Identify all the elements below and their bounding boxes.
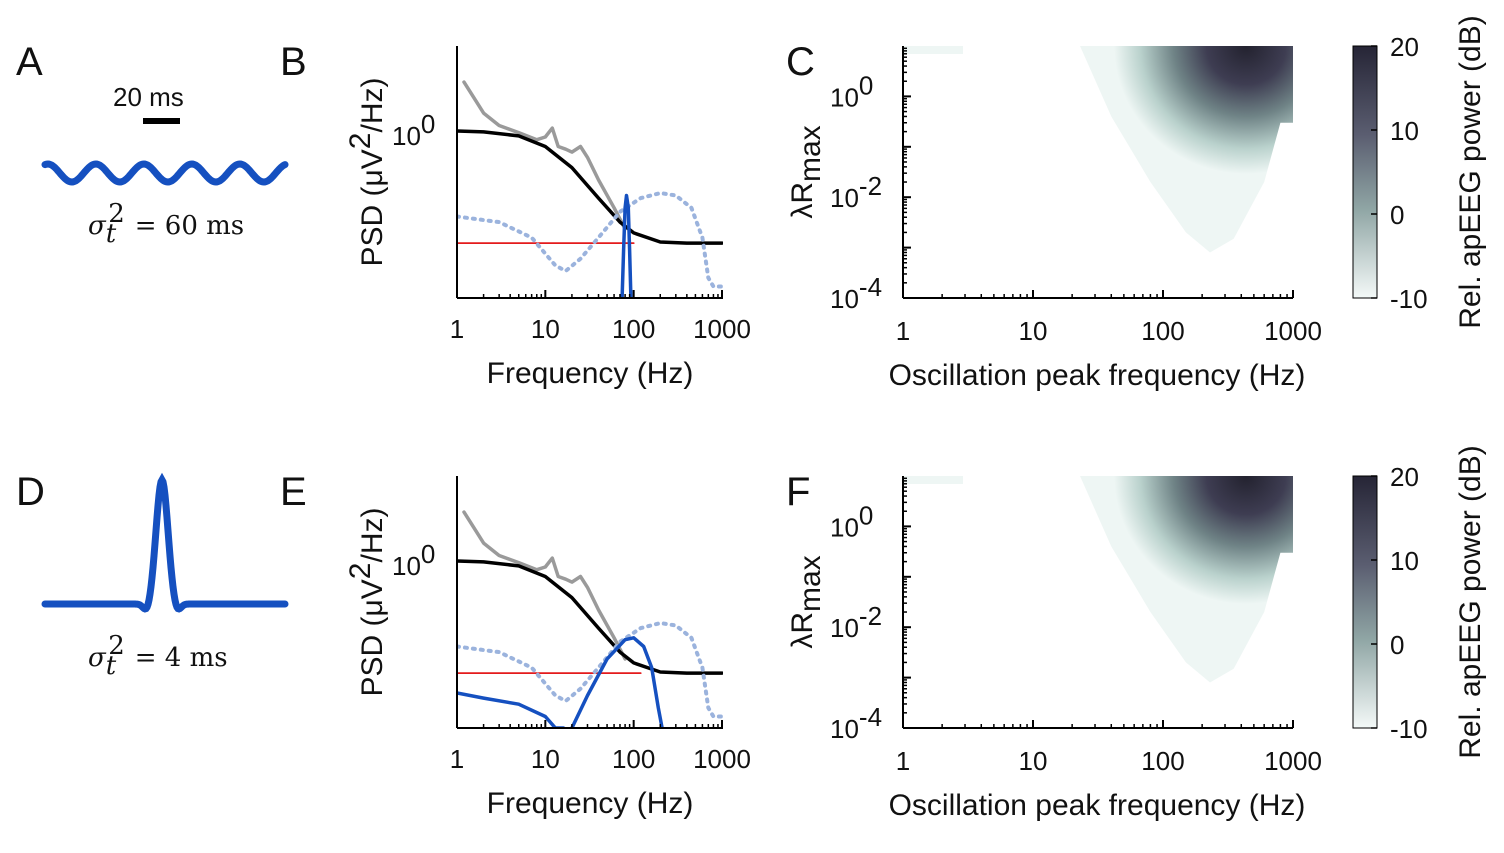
y-axis-label: λRmax	[786, 125, 827, 218]
panel-a: 20 ms σt2 = 60 ms	[41, 82, 289, 249]
colorbar-label: Rel. apEEG power (dB)	[1454, 15, 1487, 328]
series-line-light-blue-dotted	[457, 191, 723, 289]
sigma-label-d: σt2 = 4 ms	[88, 631, 228, 681]
y-tick-label: 100	[392, 109, 435, 151]
panel-label-d: D	[16, 470, 45, 514]
colorbar-tick-label: 10	[1390, 546, 1419, 576]
series-line-black	[457, 129, 723, 245]
x-tick-label: 100	[612, 744, 655, 774]
x-tick-label: 10	[1019, 316, 1048, 346]
panel-label-b: B	[280, 40, 307, 84]
y-tick-label: 10-4	[830, 702, 882, 744]
x-tick-label: 1	[450, 314, 464, 344]
colorbar-tick-label: -10	[1390, 284, 1428, 314]
panel-label-e: E	[280, 470, 307, 514]
x-axis-label: Oscillation peak frequency (Hz)	[889, 789, 1306, 822]
y-tick-label: 100	[392, 539, 435, 581]
x-tick-label: 100	[612, 314, 655, 344]
x-tick-label: 10	[1019, 746, 1048, 776]
panel-d: σt2 = 4 ms	[41, 472, 289, 681]
series-line-gray	[462, 510, 627, 661]
colorbar-tick-label: 20	[1390, 32, 1419, 62]
colorbar	[1352, 45, 1378, 299]
oscillation-waveform	[41, 160, 289, 186]
y-axis-label: PSD (μV2/Hz)	[344, 508, 389, 697]
series-line-light-blue-dotted	[457, 621, 723, 719]
heat-region	[1080, 46, 1293, 253]
panel-label-c: C	[786, 40, 815, 84]
x-tick-label: 1	[450, 744, 464, 774]
series-line-gray	[462, 80, 627, 231]
colorbar-tick-label: 0	[1390, 630, 1404, 660]
panel-label-f: F	[786, 470, 810, 514]
x-tick-label: 1	[896, 746, 910, 776]
scale-bar-label: 20 ms	[113, 82, 184, 112]
y-tick-label: 10-2	[830, 171, 882, 213]
colorbar-tick-label: -10	[1390, 714, 1428, 744]
y-tick-label: 10-2	[830, 601, 882, 643]
y-tick-label: 100	[830, 500, 873, 542]
x-tick-label: 10	[531, 744, 560, 774]
x-axis-label: Frequency (Hz)	[487, 787, 694, 820]
panel-label-a: A	[16, 40, 43, 84]
x-tick-label: 100	[1141, 316, 1184, 346]
heat-region	[1080, 476, 1293, 683]
series-line-black	[457, 559, 723, 675]
colorbar-tick-label: 0	[1390, 200, 1404, 230]
colorbar	[1352, 475, 1378, 729]
x-tick-label: 100	[1141, 746, 1184, 776]
pulse-waveform	[41, 472, 289, 613]
psd-plot-b: 1 10 100 1000 100 Frequency (Hz) PSD (μV2/H…	[344, 46, 751, 390]
colorbar-label: Rel. apEEG power (dB)	[1454, 445, 1487, 758]
series-line-blue	[570, 636, 664, 728]
y-axis-label: PSD (μV2/Hz)	[344, 78, 389, 267]
x-tick-label: 10	[531, 314, 560, 344]
y-axis-label: λRmax	[786, 555, 827, 648]
heat-strip	[903, 476, 963, 484]
x-tick-label: 1000	[693, 744, 751, 774]
series-line-blue	[457, 691, 566, 728]
colorbar-tick-label: 10	[1390, 116, 1419, 146]
series-line-blue	[620, 193, 633, 298]
sigma-label-a: σt2 = 60 ms	[88, 199, 244, 249]
x-tick-label: 1000	[693, 314, 751, 344]
heat-strip	[903, 46, 963, 54]
x-axis-label: Frequency (Hz)	[487, 357, 694, 390]
colorbar-tick-label: 20	[1390, 462, 1419, 492]
x-axis-label: Oscillation peak frequency (Hz)	[889, 359, 1306, 392]
x-tick-label: 1000	[1264, 746, 1322, 776]
x-tick-label: 1	[896, 316, 910, 346]
y-tick-label: 10-4	[830, 272, 882, 314]
x-tick-label: 1000	[1264, 316, 1322, 346]
psd-plot-e: 1 10 100 1000 100 Frequency (Hz) PSD (μV2/H…	[344, 476, 751, 820]
y-tick-label: 100	[830, 70, 873, 112]
